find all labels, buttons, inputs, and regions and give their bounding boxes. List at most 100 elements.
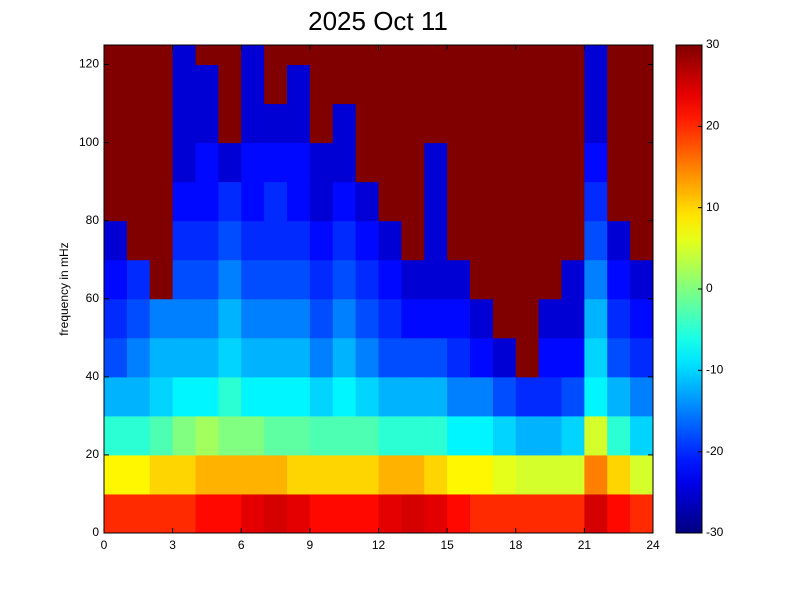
heat-cell bbox=[126, 298, 151, 339]
heat-cell bbox=[607, 181, 631, 222]
x-tick-label: 21 bbox=[578, 538, 592, 552]
heat-cell bbox=[492, 259, 517, 300]
heat-cell bbox=[424, 415, 448, 456]
heat-cell bbox=[492, 415, 517, 456]
heat-cell bbox=[241, 103, 265, 144]
heat-cell bbox=[492, 103, 517, 144]
heat-cell bbox=[287, 259, 311, 300]
heat-cell bbox=[561, 337, 585, 378]
heat-cell bbox=[355, 376, 379, 417]
heat-cell bbox=[287, 220, 311, 261]
heat-cell bbox=[470, 376, 494, 417]
heat-cell bbox=[447, 64, 471, 105]
heat-cell bbox=[584, 64, 608, 105]
heat-cell bbox=[630, 376, 654, 417]
heat-cell bbox=[538, 259, 562, 300]
heat-cell bbox=[515, 220, 540, 261]
heat-cell bbox=[607, 298, 631, 339]
heat-cell bbox=[584, 181, 608, 222]
heat-cell bbox=[264, 64, 288, 105]
heat-cell bbox=[424, 142, 448, 183]
heat-cell bbox=[218, 259, 242, 300]
heat-cell bbox=[218, 454, 242, 495]
y-tick-label: 20 bbox=[86, 447, 100, 461]
heat-cell bbox=[126, 454, 151, 495]
heat-cell bbox=[447, 415, 471, 456]
heat-cell bbox=[126, 493, 151, 534]
heat-cell bbox=[149, 298, 174, 339]
heat-cell bbox=[264, 45, 288, 66]
heat-cell bbox=[538, 454, 562, 495]
heat-cell bbox=[447, 454, 471, 495]
heat-cell bbox=[195, 181, 219, 222]
heat-cell bbox=[584, 376, 608, 417]
heat-cell bbox=[104, 337, 128, 378]
heat-cell bbox=[332, 64, 357, 105]
heat-cell bbox=[149, 259, 174, 300]
heat-cell bbox=[287, 337, 311, 378]
heat-cell bbox=[630, 45, 654, 66]
heat-cell bbox=[287, 454, 311, 495]
heat-cell bbox=[401, 493, 425, 534]
heat-cell bbox=[515, 337, 540, 378]
heat-cell bbox=[332, 220, 357, 261]
heat-cell bbox=[515, 64, 540, 105]
heat-cell bbox=[218, 298, 242, 339]
heat-cell bbox=[218, 337, 242, 378]
heat-cell bbox=[515, 181, 540, 222]
heat-cell bbox=[126, 181, 151, 222]
heat-cell bbox=[561, 64, 585, 105]
heat-cell bbox=[630, 493, 654, 534]
heat-cell bbox=[309, 142, 334, 183]
heat-cell bbox=[264, 415, 288, 456]
heat-cell bbox=[538, 493, 562, 534]
heat-cell bbox=[378, 337, 402, 378]
heat-cell bbox=[195, 454, 219, 495]
x-tick-label: 15 bbox=[440, 538, 454, 552]
heat-cell bbox=[401, 415, 425, 456]
heat-cell bbox=[447, 220, 471, 261]
heat-cell bbox=[630, 298, 654, 339]
heat-cell bbox=[538, 298, 562, 339]
heat-cell bbox=[584, 259, 608, 300]
heat-cell bbox=[378, 181, 402, 222]
heat-cell bbox=[264, 259, 288, 300]
heat-cell bbox=[424, 337, 448, 378]
heat-cell bbox=[218, 142, 242, 183]
heat-cell bbox=[561, 454, 585, 495]
heat-cell bbox=[401, 337, 425, 378]
heat-cell bbox=[424, 220, 448, 261]
heat-cell bbox=[104, 493, 128, 534]
heat-cell bbox=[264, 298, 288, 339]
heat-cell bbox=[309, 298, 334, 339]
heat-cell bbox=[561, 415, 585, 456]
heat-cell bbox=[241, 298, 265, 339]
heat-cell bbox=[630, 181, 654, 222]
heat-cell bbox=[378, 415, 402, 456]
heat-cell bbox=[332, 376, 357, 417]
heat-cell bbox=[218, 64, 242, 105]
heat-cell bbox=[607, 376, 631, 417]
heat-cell bbox=[104, 259, 128, 300]
heat-cell bbox=[126, 220, 151, 261]
heat-cell bbox=[470, 103, 494, 144]
heat-cell bbox=[492, 142, 517, 183]
heat-cell bbox=[561, 493, 585, 534]
heat-cell bbox=[172, 64, 196, 105]
y-tick-label: 100 bbox=[79, 135, 99, 149]
heat-cell bbox=[584, 220, 608, 261]
heat-cell bbox=[492, 454, 517, 495]
heat-cell bbox=[172, 454, 196, 495]
colorbar bbox=[675, 44, 703, 534]
heat-cell bbox=[607, 259, 631, 300]
colorbar-tick-label: 10 bbox=[706, 200, 720, 214]
heat-cell bbox=[149, 103, 174, 144]
heat-cell bbox=[401, 142, 425, 183]
heat-cell bbox=[172, 337, 196, 378]
heat-cell bbox=[447, 493, 471, 534]
heat-cell bbox=[104, 64, 128, 105]
heat-cell bbox=[195, 376, 219, 417]
heat-cell bbox=[584, 298, 608, 339]
heat-cell bbox=[470, 298, 494, 339]
heat-cell bbox=[172, 415, 196, 456]
